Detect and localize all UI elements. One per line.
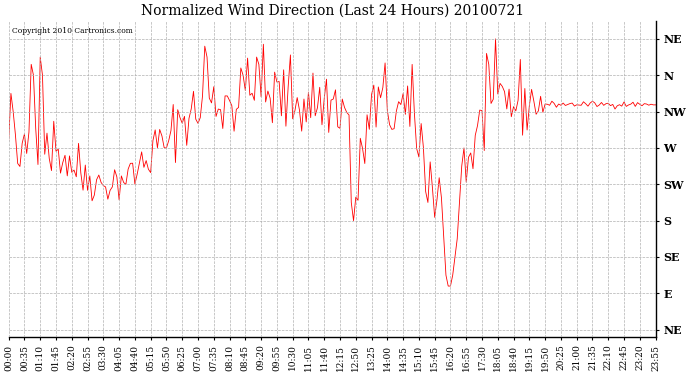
Title: Normalized Wind Direction (Last 24 Hours) 20100721: Normalized Wind Direction (Last 24 Hours… — [141, 4, 524, 18]
Text: Copyright 2010 Cartronics.com: Copyright 2010 Cartronics.com — [12, 27, 132, 35]
